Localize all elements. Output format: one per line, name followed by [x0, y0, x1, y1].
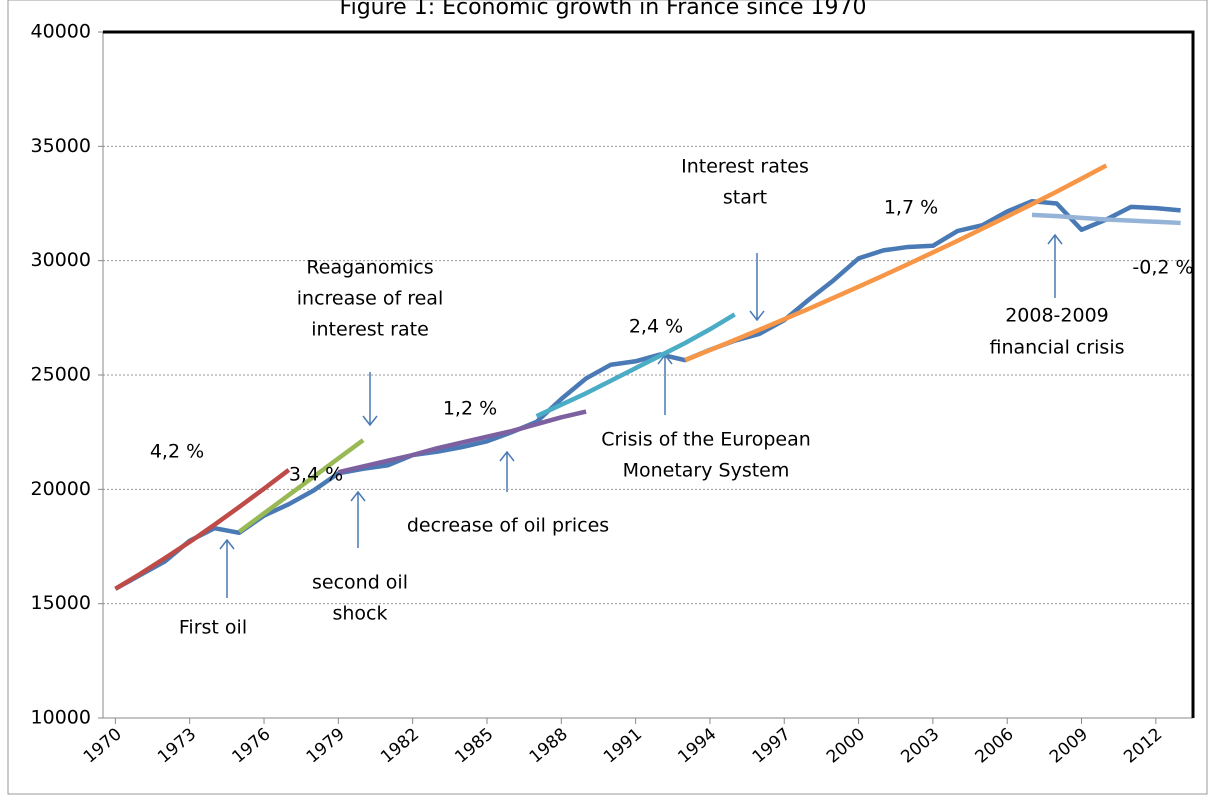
- annotation: Monetary System: [623, 460, 790, 482]
- series-line: [535, 312, 736, 419]
- series-line: [337, 409, 587, 475]
- y-tick-label: 35000: [31, 135, 91, 157]
- annotation: decrease of oil prices: [407, 515, 609, 537]
- annotation: Interest rates: [681, 156, 809, 178]
- y-tick-label: 15000: [31, 592, 91, 614]
- y-tick-label: 10000: [31, 707, 91, 729]
- y-tick-label: 30000: [31, 249, 91, 271]
- y-tick-label: 25000: [31, 364, 91, 386]
- arrows: [219, 233, 1063, 598]
- annotation: 3,4 %: [289, 464, 343, 486]
- chart-area: [7, 0, 1208, 795]
- annotation: start: [723, 187, 767, 209]
- annotation: second oil: [312, 572, 408, 594]
- annotation: 1,2 %: [443, 398, 497, 420]
- chart-title: Figure 1: Economic growth in France sinc…: [340, 0, 867, 20]
- annotation: Reaganomics: [306, 257, 433, 279]
- series-line: [114, 198, 1181, 591]
- series-line: [684, 163, 1108, 363]
- annotation: increase of real: [297, 288, 443, 310]
- annotation: 1,7 %: [884, 197, 938, 219]
- y-tick-label: 20000: [31, 478, 91, 500]
- series-line: [1031, 212, 1181, 226]
- annotation: 4,2 %: [150, 441, 204, 463]
- annotation: -0,2 %: [1132, 257, 1193, 279]
- annotation: 2,4 %: [629, 316, 683, 338]
- annotation: shock: [332, 603, 387, 625]
- series-line: [114, 468, 291, 591]
- annotation: Crisis of the European: [601, 429, 811, 451]
- plot-border: [103, 30, 1195, 718]
- y-tick-label: 40000: [31, 21, 91, 43]
- annotation: First oil: [179, 617, 247, 639]
- series-line: [237, 438, 365, 534]
- annotation: 2008-2009: [1005, 305, 1109, 327]
- annotation: financial crisis: [990, 337, 1125, 359]
- annotation: interest rate: [311, 319, 429, 341]
